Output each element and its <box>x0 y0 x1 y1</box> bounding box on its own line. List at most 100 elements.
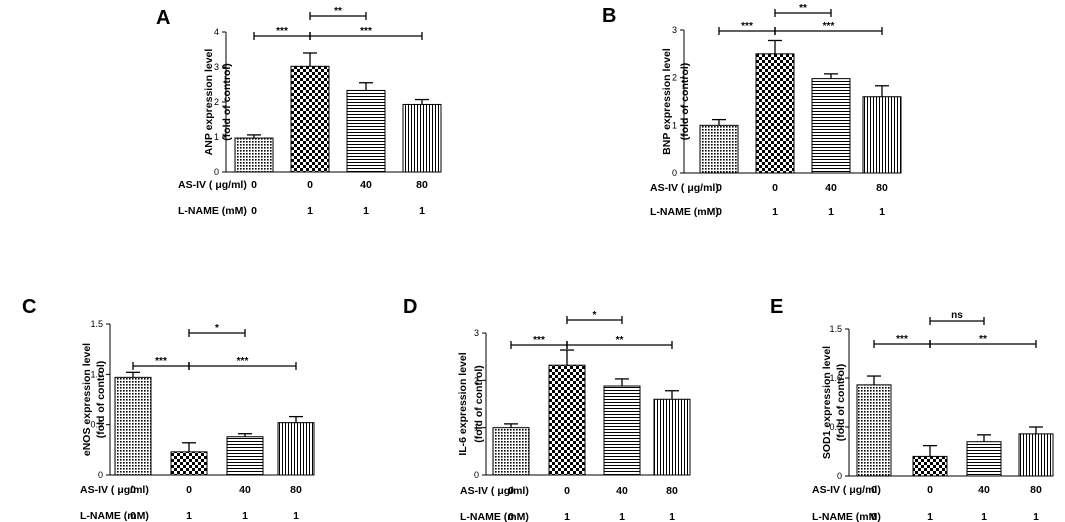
significance-bracket: ** <box>929 334 1037 348</box>
asiv-value: 40 <box>978 484 990 496</box>
lname-value: 1 <box>619 511 625 522</box>
y-tick-label: 1.5 <box>829 324 842 334</box>
y-axis-title: SOD1 expression level <box>821 346 833 459</box>
lname-value: 1 <box>772 206 778 218</box>
y-axis-title: BNP expression level <box>661 48 673 155</box>
bar <box>234 137 274 173</box>
y-tick-label: 2 <box>214 97 219 107</box>
bar <box>653 398 691 476</box>
bar <box>912 455 948 477</box>
bar <box>699 124 739 174</box>
y-tick-label: 1.0 <box>90 369 103 379</box>
significance-bracket: *** <box>510 335 568 349</box>
y-tick-label: 3 <box>214 62 219 72</box>
panel-letter: D <box>403 296 417 318</box>
y-tick-label: 0.5 <box>90 420 103 430</box>
y-tick-label: 0 <box>214 167 219 177</box>
significance-bracket: *** <box>132 356 190 370</box>
y-tick-label: 2 <box>672 73 677 83</box>
significance-bracket: ** <box>566 335 673 349</box>
asiv-value: 80 <box>876 182 888 194</box>
panel-letter: E <box>770 296 783 318</box>
asiv-value: 80 <box>666 485 678 497</box>
y-tick-label: 2 <box>474 375 479 385</box>
lname-value: 0 <box>871 511 877 522</box>
lname-value: 1 <box>981 511 987 522</box>
y-tick-label: 0 <box>837 471 842 481</box>
asiv-value: 0 <box>251 179 257 191</box>
y-tick-label: 0.5 <box>829 422 842 432</box>
asiv-row-label: AS-IV ( μg/ml) <box>178 179 247 191</box>
bar <box>755 53 795 174</box>
bar <box>170 451 208 476</box>
bar <box>346 89 386 173</box>
y-tick-label: 1 <box>474 423 479 433</box>
significance-label: *** <box>276 26 288 37</box>
lname-row-label: L-NAME (mM) <box>460 511 529 522</box>
lname-value: 1 <box>363 205 369 217</box>
y-tick-label: 1.5 <box>90 319 103 329</box>
y-tick-label: 1 <box>672 120 677 130</box>
asiv-row-label: AS-IV ( μg/ml) <box>812 484 881 496</box>
bar <box>811 78 851 174</box>
asiv-value: 40 <box>616 485 628 497</box>
y-tick-label: 3 <box>672 25 677 35</box>
lname-value: 1 <box>242 510 248 522</box>
asiv-value: 0 <box>508 485 514 497</box>
lname-value: 0 <box>251 205 257 217</box>
bar <box>492 427 530 476</box>
panel-letter: C <box>22 296 36 318</box>
asiv-value: 80 <box>416 179 428 191</box>
y-tick-label: 3 <box>474 328 479 338</box>
significance-label: *** <box>741 21 753 32</box>
bar <box>277 422 315 476</box>
asiv-value: 0 <box>130 484 136 496</box>
bar <box>1018 433 1054 477</box>
significance-label: *** <box>533 335 545 346</box>
significance-label: ** <box>979 334 987 345</box>
asiv-value: 40 <box>239 484 251 496</box>
bar <box>114 376 152 476</box>
significance-bracket: ** <box>309 6 367 20</box>
panel-letter: B <box>602 5 616 27</box>
y-tick-label: 0 <box>98 470 103 480</box>
asiv-row-label: AS-IV ( μg/ml) <box>460 485 529 497</box>
y-tick-label: 1.0 <box>829 373 842 383</box>
bar <box>402 103 442 173</box>
asiv-value: 0 <box>307 179 313 191</box>
asiv-value: 0 <box>564 485 570 497</box>
y-tick-label: 0 <box>672 168 677 178</box>
bar <box>548 364 586 476</box>
y-axis-subtitle: (fold of control) <box>679 63 691 141</box>
asiv-value: 0 <box>871 484 877 496</box>
lname-value: 1 <box>564 511 570 522</box>
lname-value: 0 <box>508 511 514 522</box>
significance-label: ** <box>616 335 624 346</box>
bar <box>856 384 892 477</box>
y-axis-subtitle: (fold of control) <box>835 364 847 442</box>
bar <box>603 385 641 476</box>
significance-bracket: *** <box>873 334 931 348</box>
lname-row-label: L-NAME (mM) <box>650 206 719 218</box>
asiv-row-label: AS-IV ( μg/ml) <box>80 484 149 496</box>
bar <box>862 96 902 174</box>
significance-bracket: * <box>566 310 623 324</box>
significance-bracket: * <box>188 323 246 337</box>
y-axis-subtitle: (fold of control) <box>95 361 107 439</box>
panel-b: B BNP expression level (fold of control) 0 1… <box>602 3 902 218</box>
lname-row-label: L-NAME (mM) <box>178 205 247 217</box>
panel-d: D IL-6 expression level (fold of control) 0… <box>403 296 691 522</box>
significance-label: * <box>593 310 597 321</box>
asiv-row-label: AS-IV ( μg/ml) <box>650 182 719 194</box>
lname-row-label: L-NAME (mM) <box>812 511 881 522</box>
asiv-value: 40 <box>825 182 837 194</box>
significance-bracket: ns <box>929 310 985 325</box>
asiv-value: 0 <box>927 484 933 496</box>
y-axis-subtitle: (fold of control) <box>221 63 233 141</box>
significance-label: ** <box>799 3 807 14</box>
bar <box>226 436 264 476</box>
y-axis-title: IL-6 expression level <box>457 352 469 455</box>
significance-label: *** <box>237 356 249 367</box>
